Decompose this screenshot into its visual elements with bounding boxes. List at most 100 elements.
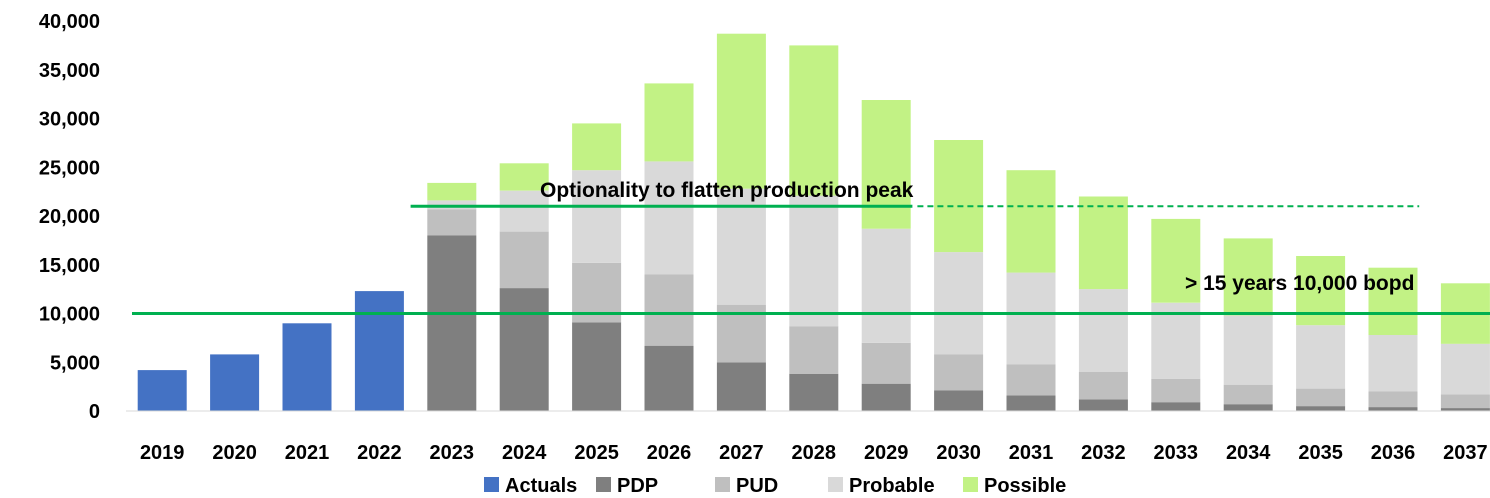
bar-2029-pdp <box>861 383 911 411</box>
x-tick-2037: 2037 <box>1443 442 1488 464</box>
x-tick-2023: 2023 <box>430 442 475 464</box>
x-tick-2033: 2033 <box>1154 442 1199 464</box>
x-tick-2031: 2031 <box>1009 442 1054 464</box>
x-tick-2034: 2034 <box>1226 442 1271 464</box>
y-tick-0: 0 <box>89 401 100 423</box>
bar-2028-possible <box>789 45 839 196</box>
bar-2026-pdp <box>644 345 694 411</box>
bar-2026-possible <box>644 83 694 162</box>
bar-2032-pud <box>1078 372 1128 400</box>
bar-2033-probable <box>1151 302 1201 379</box>
x-tick-2032: 2032 <box>1081 442 1126 464</box>
bar-2034-pud <box>1223 384 1273 405</box>
bar-2034-pdp <box>1223 404 1273 411</box>
bar-2022-actuals <box>354 291 404 411</box>
bar-2035-pud <box>1296 388 1346 407</box>
legend-swatch-pdp <box>596 477 611 492</box>
bar-2020-actuals <box>210 354 260 411</box>
bar-2034-possible <box>1223 238 1273 316</box>
x-tick-2020: 2020 <box>212 442 257 464</box>
y-tick-15-000: 15,000 <box>39 255 100 277</box>
bar-2026-probable <box>644 161 694 275</box>
bar-2023-possible <box>427 182 477 201</box>
bar-2037-pud <box>1440 394 1490 408</box>
bar-2030-possible <box>934 140 984 253</box>
legend-label-actuals: Actuals <box>505 475 577 497</box>
bar-2033-pdp <box>1151 402 1201 411</box>
bar-2033-possible <box>1151 218 1201 303</box>
bars-layer <box>137 33 1490 412</box>
y-tick-labels: 0 5,000 10,000 15,000 20,000 25,000 30,000 35,0… <box>39 11 100 423</box>
x-tick-2025: 2025 <box>574 442 619 464</box>
bar-2024-pud <box>499 231 549 289</box>
bar-2035-probable <box>1296 325 1346 389</box>
bar-2036-probable <box>1368 334 1418 392</box>
bar-2031-pud <box>1006 364 1056 396</box>
bar-2024-probable <box>499 190 549 232</box>
y-tick-35-000: 35,000 <box>39 60 100 82</box>
bar-2030-pdp <box>934 390 984 411</box>
bar-2026-pud <box>644 274 694 346</box>
y-tick-25-000: 25,000 <box>39 157 100 179</box>
annotation-15-years: > 15 years 10,000 bopd <box>1185 272 1414 295</box>
y-tick-30-000: 30,000 <box>39 109 100 131</box>
legend-swatch-possible <box>963 477 978 492</box>
x-tick-2035: 2035 <box>1298 442 1343 464</box>
x-tick-2024: 2024 <box>502 442 547 464</box>
bar-2027-possible <box>716 33 766 189</box>
bar-2023-pdp <box>427 235 477 411</box>
legend-label-possible: Possible <box>984 475 1066 497</box>
legend-swatch-actuals <box>484 477 499 492</box>
bar-2028-pdp <box>789 373 839 411</box>
bar-2028-probable <box>789 195 839 327</box>
bar-2029-pud <box>861 342 911 384</box>
annotation-flatten-peak: Optionality to flatten production peak <box>540 179 914 202</box>
y-tick-10-000: 10,000 <box>39 304 100 326</box>
bar-2036-pud <box>1368 391 1418 408</box>
bar-2031-probable <box>1006 272 1056 365</box>
y-tick-5-000: 5,000 <box>50 352 100 374</box>
x-tick-2026: 2026 <box>647 442 692 464</box>
bar-2031-possible <box>1006 170 1056 273</box>
bar-2032-pdp <box>1078 399 1128 411</box>
x-tick-2030: 2030 <box>936 442 981 464</box>
legend-swatch-pud <box>715 477 730 492</box>
y-tick-20-000: 20,000 <box>39 206 100 228</box>
bar-2030-pud <box>934 354 984 391</box>
legend-label-pdp: PDP <box>617 475 658 497</box>
reference-lines <box>132 204 1490 315</box>
x-tick-labels: 2019 2020 2021 2022 2023 2024 2025 2026 2027 2028… <box>140 442 1488 464</box>
x-tick-2036: 2036 <box>1371 442 1416 464</box>
bar-2025-possible <box>572 123 622 171</box>
bar-2035-pdp <box>1296 406 1346 411</box>
bar-2025-pdp <box>572 322 622 411</box>
bar-2034-probable <box>1223 315 1273 385</box>
bar-2027-probable <box>716 188 766 305</box>
x-tick-2027: 2027 <box>719 442 764 464</box>
bar-2019-actuals <box>137 370 187 411</box>
legend: Actuals PDP PUD Probable Possible <box>484 475 1066 497</box>
bar-2033-pud <box>1151 378 1201 403</box>
legend-label-probable: Probable <box>849 475 935 497</box>
bar-2028-pud <box>789 326 839 374</box>
bar-2023-probable <box>427 200 477 210</box>
legend-label-pud: PUD <box>736 475 778 497</box>
bar-2021-actuals <box>282 323 332 412</box>
y-tick-40-000: 40,000 <box>39 11 100 33</box>
x-tick-2029: 2029 <box>864 442 909 464</box>
bar-2025-probable <box>572 170 622 263</box>
bar-2023-pud <box>427 209 477 236</box>
bar-2027-pdp <box>716 362 766 412</box>
x-tick-2028: 2028 <box>792 442 837 464</box>
bar-2032-possible <box>1078 196 1128 290</box>
bar-2029-probable <box>861 228 911 343</box>
bar-2036-possible <box>1368 267 1418 335</box>
bar-2037-pdp <box>1440 408 1490 411</box>
bar-2029-possible <box>861 100 911 229</box>
bar-2030-probable <box>934 252 984 355</box>
bar-2036-pdp <box>1368 407 1418 411</box>
legend-swatch-probable <box>828 477 843 492</box>
x-tick-2021: 2021 <box>285 442 330 464</box>
bar-2031-pdp <box>1006 395 1056 411</box>
